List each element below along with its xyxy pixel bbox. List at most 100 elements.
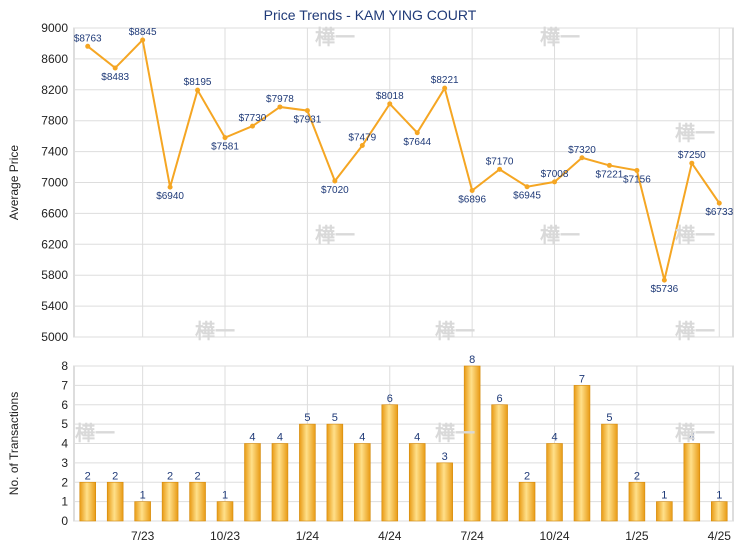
transaction-bar <box>271 443 289 522</box>
transaction-bar-label: 4 <box>249 432 255 444</box>
transaction-bar <box>216 501 234 522</box>
transaction-bar-label: 5 <box>304 412 310 424</box>
watermark-text: 樺一 <box>75 421 115 445</box>
transactions-y-tick-label: 8 <box>61 359 68 373</box>
transactions-y-tick-label: 2 <box>61 475 68 489</box>
watermark-text: 樺一 <box>435 319 475 343</box>
transactions-y-tick-label: 1 <box>61 495 68 509</box>
transaction-bar <box>573 385 591 522</box>
price-y-tick-label: 6200 <box>41 237 68 251</box>
transaction-bar <box>244 443 261 522</box>
price-point <box>387 101 393 107</box>
price-y-tick-label: 7400 <box>41 145 68 159</box>
transaction-bar <box>683 443 701 522</box>
price-y-tick-label: 7800 <box>41 114 68 128</box>
transaction-bar <box>546 443 563 522</box>
watermark-text: 樺一 <box>315 25 355 49</box>
price-data-label: $6896 <box>458 195 486 206</box>
transaction-bar-label: 4 <box>551 432 557 444</box>
transactions-y-tick-label: 3 <box>61 456 68 470</box>
transaction-bar-label: 6 <box>497 393 503 405</box>
transaction-bar-label: 1 <box>140 490 146 502</box>
price-data-label: $8763 <box>74 33 102 44</box>
price-data-label: $7644 <box>403 137 431 148</box>
watermark-text: 樺一 <box>675 421 715 445</box>
transaction-bar-label: 2 <box>634 470 640 482</box>
transaction-bar <box>491 404 508 522</box>
transaction-bar-label: 1 <box>661 490 667 502</box>
transaction-bar-label: 7 <box>579 373 585 385</box>
price-point <box>140 37 146 43</box>
transactions-y-tick-label: 6 <box>61 398 68 412</box>
transactions-y-tick-label: 7 <box>61 378 68 392</box>
transaction-bar-label: 1 <box>716 490 722 502</box>
transactions-y-tick-label: 5 <box>61 417 68 431</box>
price-point <box>85 43 91 49</box>
price-point <box>579 155 585 161</box>
x-tick-label: 10/24 <box>540 529 570 543</box>
price-point <box>222 135 228 141</box>
price-y-tick-label: 5000 <box>41 330 68 344</box>
x-tick-label: 1/24 <box>296 529 320 543</box>
watermark-text: 樺一 <box>315 223 355 247</box>
price-data-label: $8845 <box>129 27 157 38</box>
price-data-label: $6940 <box>156 191 184 202</box>
price-data-label: $7320 <box>568 145 596 156</box>
transaction-bar-label: 2 <box>524 470 530 482</box>
x-tick-label: 7/24 <box>460 529 484 543</box>
price-data-label: $7581 <box>211 142 239 153</box>
price-point <box>195 87 201 93</box>
price-data-label: $7020 <box>321 185 349 196</box>
transactions-y-tick-label: 0 <box>61 514 68 528</box>
price-data-label: $7250 <box>678 150 706 161</box>
transaction-bar <box>408 443 426 522</box>
price-data-label: $7730 <box>239 113 267 124</box>
transaction-bar <box>189 481 206 522</box>
price-y-tick-label: 8600 <box>41 52 68 66</box>
transactions-y-axis-title: No. of Transactions <box>7 392 21 495</box>
price-point <box>414 130 420 136</box>
price-data-label: $7008 <box>541 169 569 180</box>
price-y-tick-label: 7000 <box>41 176 68 190</box>
transaction-bar <box>134 501 151 522</box>
watermark-text: 樺一 <box>435 421 475 445</box>
price-data-label: $7156 <box>623 174 651 185</box>
price-y-tick-label: 6600 <box>41 206 68 220</box>
price-point <box>112 65 118 71</box>
price-data-label: $6945 <box>513 191 541 202</box>
transaction-bar-label: 2 <box>195 470 201 482</box>
transaction-bar <box>436 462 453 522</box>
x-tick-label: 10/23 <box>210 529 240 543</box>
transaction-bar <box>711 501 728 522</box>
watermark-text: 樺一 <box>540 223 580 247</box>
price-data-label: $7931 <box>293 115 321 126</box>
transaction-bar-label: 2 <box>167 470 173 482</box>
price-point <box>442 85 448 91</box>
x-tick-label: 4/25 <box>708 529 732 543</box>
transaction-bar-label: 1 <box>222 490 228 502</box>
transaction-bar <box>601 423 618 522</box>
transaction-bar-label: 8 <box>469 354 475 366</box>
transactions-plot: 0 1 2 3 4 5 6 7 8 No. of Transactions 2 2 1 2 2 1 4 4 5 5 4 6… <box>7 354 734 543</box>
transaction-bar-label: 4 <box>689 432 695 444</box>
price-data-label: $6733 <box>705 207 733 218</box>
watermark-text: 樺一 <box>675 223 715 247</box>
x-tick-label: 1/25 <box>625 529 649 543</box>
transaction-bar <box>518 481 536 522</box>
price-data-label: $7479 <box>348 132 376 143</box>
price-data-label: $7221 <box>596 169 624 180</box>
price-data-label: $7978 <box>266 94 294 105</box>
transaction-bar <box>106 481 124 522</box>
transaction-bar-label: 2 <box>85 470 91 482</box>
price-data-label: $7170 <box>486 156 514 167</box>
price-data-label: $8483 <box>101 72 129 83</box>
price-point <box>497 166 503 172</box>
transaction-bar-label: 6 <box>387 393 393 405</box>
transaction-bar-label: 3 <box>442 451 448 463</box>
chart-title: Price Trends - KAM YING COURT <box>264 7 477 23</box>
price-point <box>524 184 530 190</box>
transaction-bar-label: 5 <box>606 412 612 424</box>
price-data-label: $5736 <box>650 284 678 295</box>
transaction-bar <box>326 423 344 522</box>
